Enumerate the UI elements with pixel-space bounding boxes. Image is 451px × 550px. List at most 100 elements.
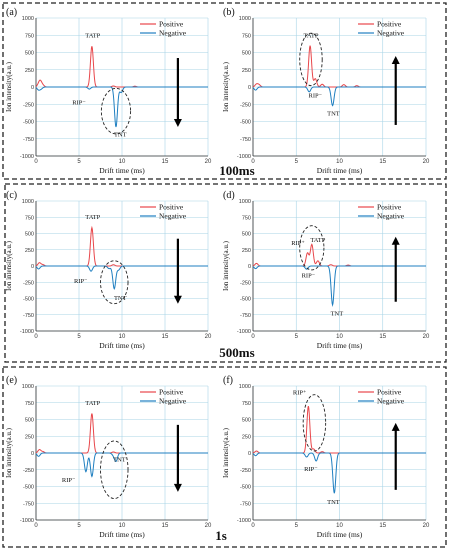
peak-annotation: TNT [114,132,127,139]
y-axis-title: Ion intensity(a.u.) [222,240,230,291]
y-tick-label: 250 [25,434,34,440]
panel-b: 0 5 10 15 20 1000 750 500 250 0 -250 -500 -750 -1000 D… [222,7,430,175]
peak-annotation: TATP [85,400,100,407]
group-box-2 [4,183,447,363]
x-tick-label: 15 [162,159,169,165]
x-tick-label: 5 [295,523,299,529]
y-tick-label: -500 [240,485,251,491]
y-axis-title: Ion intensity(a.u.) [222,61,230,112]
y-tick-label: 250 [242,434,251,440]
y-axis-title: Ion intensity(a.u.) [5,61,13,112]
y-tick-label: -1000 [237,329,251,335]
y-tick-label: 500 [242,418,251,424]
legend-label: Positive [377,20,402,29]
peak-annotation: RIP⁻ [72,99,86,106]
x-tick-label: 20 [423,334,430,340]
x-tick-label: 15 [379,523,386,529]
panel-e: 0 5 10 15 20 1000 750 500 250 0 -250 -500 -750 -1000 D… [5,375,212,539]
peak-annotation: TNT [327,110,340,117]
panel-label: (c) [6,190,17,201]
direction-arrow-head [173,118,182,127]
x-axis-title: Drift time (ms) [317,341,363,350]
y-tick-label: 750 [242,33,251,39]
legend-label: Negative [159,212,187,221]
x-tick-label: 0 [251,334,255,340]
peak-annotation: TNT [113,457,126,464]
x-tick-label: 0 [251,523,255,529]
legend-label: Positive [377,388,402,397]
series-negative [35,452,208,478]
x-axis-title: Drift time (ms) [99,341,145,350]
y-tick-label: 0 [31,85,34,91]
peak-annotation: TATP [85,32,100,39]
x-tick-label: 5 [295,159,299,165]
panel-f: 0 5 10 15 20 1000 750 500 250 0 -250 -500 -750 -1000 D… [222,375,430,539]
peak-annotation: TATP [310,237,325,244]
peak-annotation: RIP⁺ [291,240,305,247]
y-tick-label: 750 [242,401,251,407]
panel-label: (b) [223,7,235,18]
peak-annotation: TNT [327,499,340,506]
panel-label: (d) [223,190,235,201]
highlight-ellipse [302,394,327,452]
y-tick-label: 1000 [239,16,251,22]
y-tick-label: 1000 [239,199,251,205]
y-tick-label: -750 [240,313,251,319]
x-tick-label: 5 [295,334,299,340]
x-tick-label: 0 [251,159,255,165]
legend-label: Positive [377,203,402,212]
panels: 0 5 10 15 2010007505002500-250-500-750-1000D… [5,7,430,539]
series-negative [252,265,426,307]
highlight-ellipse [299,225,325,271]
legend-label: Positive [159,20,184,29]
y-tick-label: 500 [25,51,34,57]
y-tick-label: 0 [248,264,251,270]
peak-annotation: RIP⁻ [62,477,76,484]
highlight-ellipse [100,260,129,305]
peak-annotation: TNT [331,310,344,317]
panel-c: 0 5 10 15 20 1000 750 500 250 0 -250 -500 -750 -1000 D… [5,190,212,350]
y-tick-label: -250 [240,280,251,286]
y-tick-label: 750 [242,215,251,221]
y-tick-label: -1000 [20,154,34,160]
x-tick-label: 20 [205,334,212,340]
y-tick-label: -500 [23,485,34,491]
y-tick-label: -750 [240,501,251,507]
y-tick-label: 750 [25,33,34,39]
x-tick-label: 15 [162,334,169,340]
x-tick-label: 0 [34,523,38,529]
peak-annotation: RIP⁻ [304,466,318,473]
y-tick-label: 1000 [22,384,34,390]
y-axis-title: Ion intensity(a.u.) [5,427,13,478]
direction-arrow-head [391,56,400,65]
y-tick-label: -250 [23,280,34,286]
y-tick-label: 250 [25,68,34,74]
x-tick-label: 10 [119,159,126,165]
y-tick-label: 500 [25,418,34,424]
direction-arrow-head [173,295,182,304]
y-tick-label: -500 [23,120,34,126]
y-tick-label: 750 [25,215,34,221]
peak-annotation: RIP⁻ [74,278,88,285]
x-tick-label: 15 [379,334,386,340]
y-tick-label: -250 [240,468,251,474]
y-tick-label: -250 [240,102,251,108]
peak-annotation: TATP [85,214,100,221]
series-negative [252,452,426,494]
peak-annotation: RIP⁺ [293,390,307,397]
x-tick-label: 0 [34,159,38,165]
y-tick-label: 500 [242,51,251,57]
x-axis-title: Drift time (ms) [317,166,363,175]
x-tick-label: 0 [34,334,38,340]
group-boxes [2,2,447,548]
x-tick-label: 20 [423,159,430,165]
y-tick-label: -1000 [237,154,251,160]
y-tick-label: -1000 [20,329,34,335]
y-tick-label: 0 [248,85,251,91]
x-tick-label: 5 [77,523,81,529]
highlight-ellipse [100,87,132,135]
